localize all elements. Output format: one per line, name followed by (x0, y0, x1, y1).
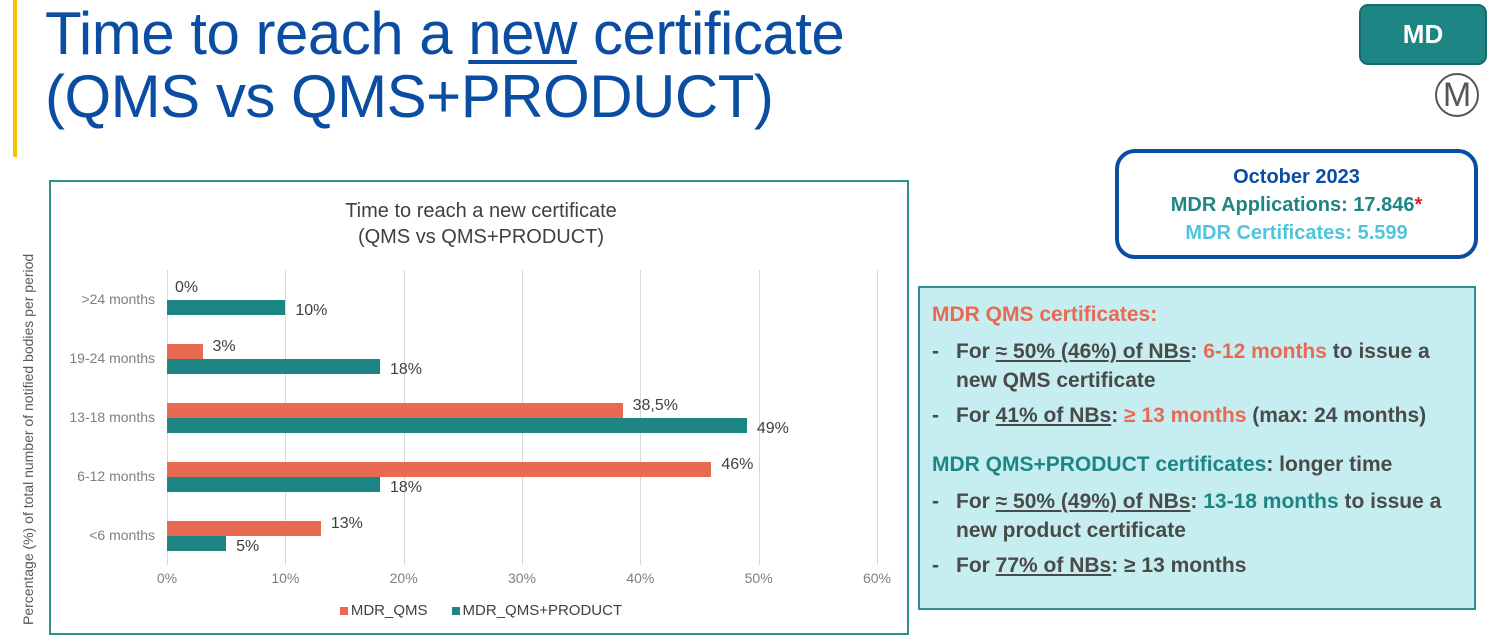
data-label: 0% (175, 278, 199, 296)
category-label: 13-18 months (69, 408, 155, 425)
accent-bar (13, 0, 17, 157)
legend-item: MDR_QMS+PRODUCT (451, 602, 623, 619)
text: For (956, 340, 996, 363)
bar-mdr-qms-product (167, 535, 227, 551)
underlined-text: 77% of NBs (995, 554, 1112, 577)
gridline (877, 270, 878, 565)
stats-date: October 2023 (1233, 166, 1360, 188)
chart-title-line2: (QMS vs QMS+PRODUCT) (357, 226, 605, 248)
applications-text: MDR Applications: 17.846 (1170, 194, 1415, 216)
title-text: Time to reach a (45, 0, 469, 67)
stats-certificates: MDR Certificates: 5.599 (1185, 222, 1408, 244)
data-label: 46% (721, 455, 754, 473)
highlight-text: ≥ 13 months (1124, 404, 1247, 427)
product-heading-text: MDR QMS+PRODUCT certificates (932, 453, 1267, 476)
data-label: 18% (390, 478, 423, 496)
title-text: certificate (576, 0, 845, 67)
asterisk-icon: * (1414, 194, 1423, 216)
text: For (956, 490, 996, 513)
text: : (1190, 490, 1204, 513)
category-label: <6 months (89, 526, 155, 543)
category-label: 6-12 months (77, 467, 155, 484)
plot-area: 0% 10% 3% 18% 38,5% 49% 46% 18% 13% 5% (167, 270, 878, 565)
x-tick-label: 30% (507, 570, 537, 586)
y-axis-title: Percentage (%) of total number of notifi… (20, 253, 36, 625)
dash: - (932, 490, 939, 513)
bar-mdr-qms-product (167, 358, 380, 374)
product-heading-suffix: : longer time (1266, 453, 1393, 476)
chart-title-line1: Time to reach a new certificate (345, 200, 617, 222)
bar-mdr-qms (167, 461, 712, 477)
data-label: 49% (756, 419, 789, 437)
qms-heading: MDR QMS certificates: (932, 303, 1158, 326)
text: For (956, 554, 996, 577)
chart-title: Time to reach a new certificate (QMS vs … (51, 198, 911, 250)
highlight-text: 6-12 months (1203, 340, 1327, 363)
legend-swatch-icon (451, 606, 460, 615)
bar-mdr-qms-product (167, 299, 286, 315)
category-label: 19-24 months (69, 349, 155, 366)
title-line-2: (QMS vs QMS+PRODUCT) (45, 63, 774, 130)
x-tick-label: 50% (744, 570, 773, 586)
dash: - (932, 340, 939, 363)
list-item: - For ≈ 50% (46%) of NBs: 6-12 months to… (932, 337, 1462, 395)
bar-mdr-qms (167, 402, 623, 418)
legend-item: MDR_QMS (339, 602, 428, 619)
underlined-text: 41% of NBs (995, 404, 1112, 427)
x-tick-label: 0% (156, 570, 178, 586)
highlight-text: 13-18 months (1203, 490, 1339, 513)
text: to issue a new product certificate (956, 490, 1442, 542)
data-label: 10% (295, 301, 328, 319)
stats-applications: MDR Applications: 17.846* (1119, 191, 1474, 219)
list-item: - For ≈ 50% (49%) of NBs: 13-18 months t… (932, 487, 1462, 545)
chart: Time to reach a new certificate (QMS vs … (49, 180, 909, 635)
category-label: >24 months (81, 290, 155, 307)
info-box: MDR QMS certificates: - For ≈ 50% (46%) … (918, 286, 1476, 610)
bar-mdr-qms (167, 343, 203, 359)
legend-swatch-icon (339, 606, 348, 615)
page-title: Time to reach a new certificate (QMS vs … (45, 0, 845, 130)
legend-label: MDR_QMS+PRODUCT (462, 602, 623, 619)
dash: - (932, 554, 939, 577)
list-item: - For 77% of NBs: ≥ 13 months (932, 551, 1462, 580)
data-label: 18% (390, 360, 423, 378)
m-circle-icon: M (1435, 73, 1479, 117)
legend: MDR_QMS MDR_QMS+PRODUCT (51, 602, 911, 619)
data-label: 38,5% (632, 396, 678, 414)
bar-mdr-qms-product (167, 417, 747, 433)
stats-box: October 2023 MDR Applications: 17.846* M… (1115, 149, 1478, 259)
underlined-text: ≈ 50% (49%) of NBs (995, 490, 1191, 513)
list-item: - For 41% of NBs: ≥ 13 months (max: 24 m… (932, 401, 1462, 430)
md-badge: MD (1359, 4, 1487, 65)
text: : (1190, 340, 1204, 363)
x-tick-label: 60% (862, 570, 892, 586)
gridline (758, 270, 760, 565)
dash: - (932, 404, 939, 427)
text: For (956, 404, 996, 427)
legend-label: MDR_QMS (350, 602, 428, 619)
text: : (1111, 404, 1125, 427)
text: : ≥ 13 months (1111, 554, 1247, 577)
text: to issue a new QMS certificate (956, 340, 1430, 392)
title-underlined-word: new (468, 0, 577, 67)
x-tick-label: 40% (626, 570, 655, 586)
data-label: 3% (212, 337, 236, 355)
underlined-text: ≈ 50% (46%) of NBs (995, 340, 1191, 363)
product-heading: MDR QMS+PRODUCT certificates: longer tim… (932, 450, 1462, 479)
data-label: 13% (330, 514, 363, 532)
bar-mdr-qms (167, 520, 321, 536)
x-tick-label: 20% (389, 570, 418, 586)
text: (max: 24 months) (1246, 404, 1427, 427)
bar-mdr-qms-product (167, 476, 380, 492)
data-label: 5% (236, 537, 260, 555)
x-tick-label: 10% (271, 570, 300, 586)
